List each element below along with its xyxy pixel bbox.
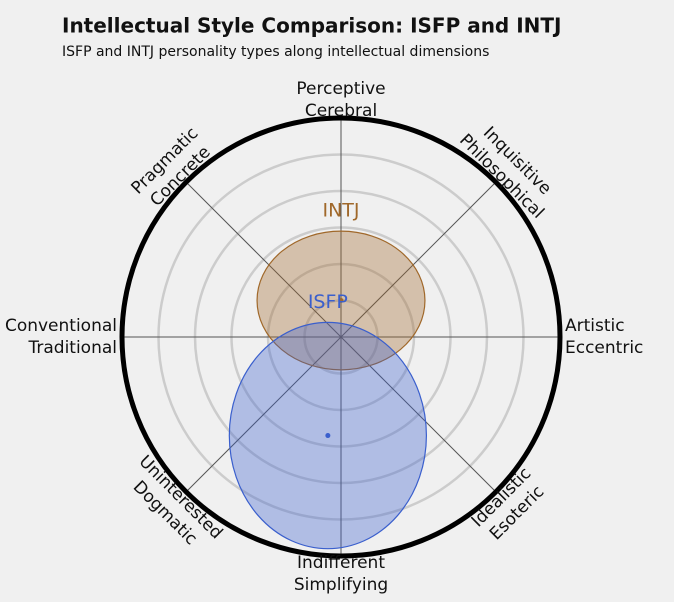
direction-text: Simplifying bbox=[294, 575, 388, 595]
series-label: ISFP bbox=[308, 291, 348, 313]
center-dot bbox=[325, 433, 331, 439]
direction-text: Indifferent bbox=[297, 553, 385, 573]
direction-text: Conventional bbox=[5, 316, 117, 336]
chart-subtitle: ISFP and INTJ personality types along in… bbox=[62, 44, 489, 60]
direction-text: Perceptive bbox=[296, 79, 385, 99]
direction-text: Artistic bbox=[565, 316, 625, 336]
chart-title: Intellectual Style Comparison: ISFP and … bbox=[62, 14, 561, 38]
spoke bbox=[185, 181, 497, 493]
direction-text: Eccentric bbox=[565, 338, 643, 358]
outer-ring bbox=[119, 115, 563, 559]
direction-text: Cerebral bbox=[305, 101, 377, 121]
series-label: INTJ bbox=[322, 200, 359, 222]
center-dot bbox=[338, 298, 344, 303]
direction-text: Traditional bbox=[27, 338, 117, 358]
